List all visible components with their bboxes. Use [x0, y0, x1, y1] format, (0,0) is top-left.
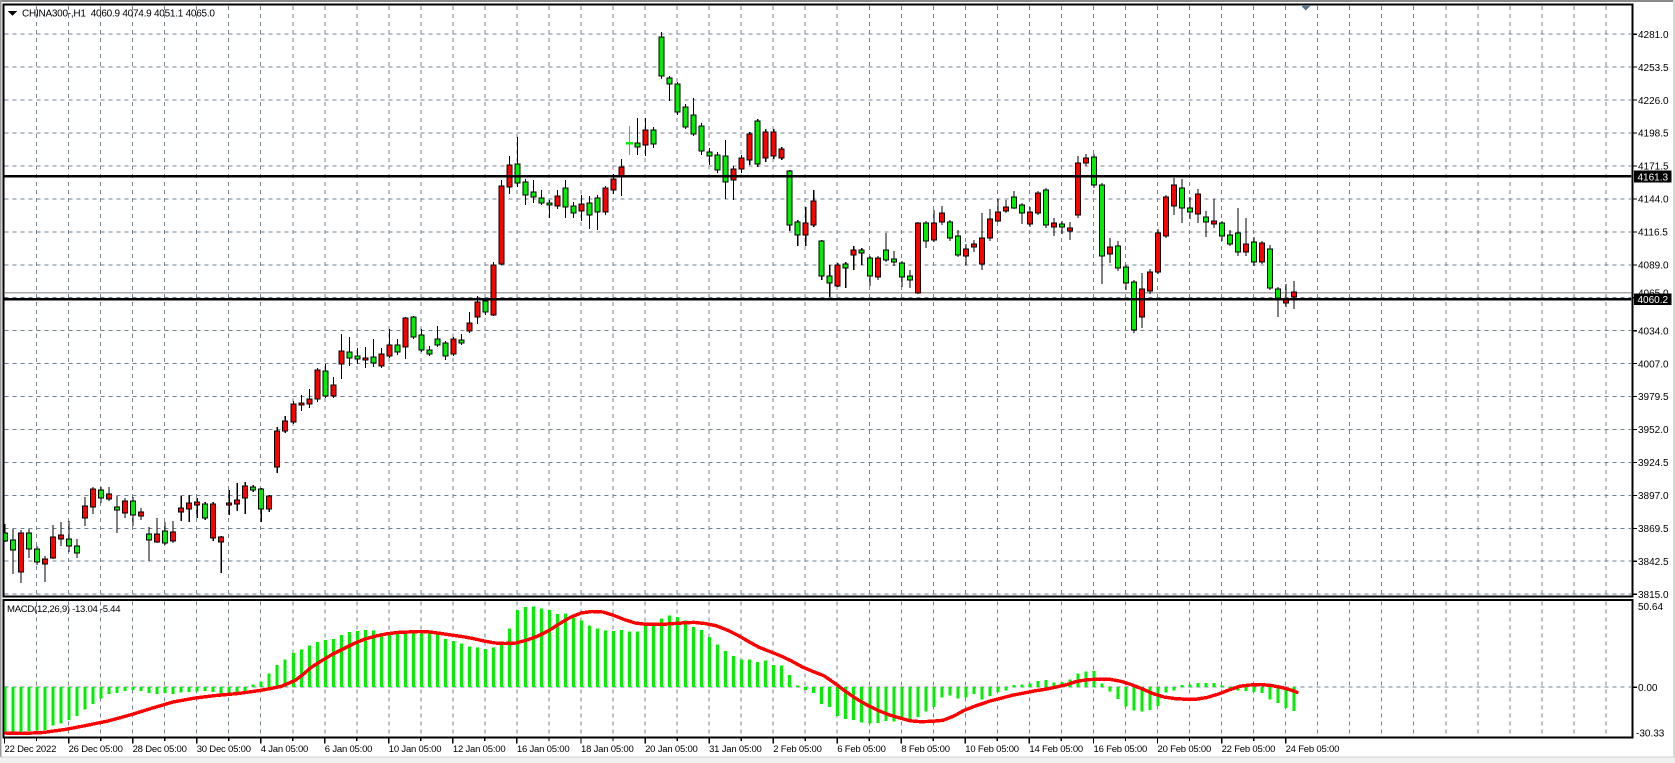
svg-text:28 Dec 05:00: 28 Dec 05:00 [133, 744, 187, 755]
svg-text:4253.5: 4253.5 [1638, 63, 1669, 74]
svg-text:24 Feb 05:00: 24 Feb 05:00 [1286, 744, 1340, 755]
svg-text:6 Jan 05:00: 6 Jan 05:00 [325, 744, 372, 755]
svg-text:12 Jan 05:00: 12 Jan 05:00 [453, 744, 506, 755]
svg-text:-30.33: -30.33 [1636, 729, 1665, 740]
svg-text:4171.5: 4171.5 [1638, 162, 1669, 173]
svg-text:3924.5: 3924.5 [1638, 458, 1669, 469]
svg-text:3869.5: 3869.5 [1638, 524, 1669, 535]
svg-text:20 Jan 05:00: 20 Jan 05:00 [645, 744, 698, 755]
svg-text:CHINA300-,H1 4060.9 4074.9 40: CHINA300-,H1 4060.9 4074.9 4051.1 4065.0 [22, 9, 215, 20]
svg-text:3815.0: 3815.0 [1638, 590, 1669, 601]
svg-text:26 Dec 05:00: 26 Dec 05:00 [69, 744, 123, 755]
svg-text:16 Jan 05:00: 16 Jan 05:00 [517, 744, 570, 755]
svg-text:4060.2: 4060.2 [1638, 295, 1669, 306]
svg-text:20 Feb 05:00: 20 Feb 05:00 [1158, 744, 1212, 755]
svg-text:3979.5: 3979.5 [1638, 392, 1669, 403]
svg-text:4116.5: 4116.5 [1638, 228, 1668, 239]
svg-text:2 Feb 05:00: 2 Feb 05:00 [773, 744, 822, 755]
svg-text:4226.0: 4226.0 [1638, 96, 1669, 107]
svg-text:4161.3: 4161.3 [1638, 172, 1669, 183]
svg-text:30 Dec 05:00: 30 Dec 05:00 [197, 744, 251, 755]
svg-text:18 Jan 05:00: 18 Jan 05:00 [581, 744, 634, 755]
svg-text:22 Dec 2022: 22 Dec 2022 [5, 744, 57, 755]
svg-text:4007.0: 4007.0 [1638, 359, 1669, 370]
svg-text:31 Jan 05:00: 31 Jan 05:00 [709, 744, 762, 755]
svg-text:8 Feb 05:00: 8 Feb 05:00 [901, 744, 950, 755]
svg-text:3842.5: 3842.5 [1638, 557, 1669, 568]
svg-text:4034.0: 4034.0 [1638, 326, 1669, 337]
svg-text:4281.0: 4281.0 [1638, 30, 1669, 41]
svg-text:22 Feb 05:00: 22 Feb 05:00 [1222, 744, 1276, 755]
svg-text:10 Jan 05:00: 10 Jan 05:00 [389, 744, 442, 755]
svg-text:4198.5: 4198.5 [1638, 129, 1669, 140]
svg-text:14 Feb 05:00: 14 Feb 05:00 [1029, 744, 1083, 755]
svg-text:4 Jan 05:00: 4 Jan 05:00 [261, 744, 308, 755]
svg-text:10 Feb 05:00: 10 Feb 05:00 [965, 744, 1019, 755]
svg-text:50.64: 50.64 [1638, 602, 1663, 613]
svg-text:6 Feb 05:00: 6 Feb 05:00 [837, 744, 886, 755]
svg-text:4089.0: 4089.0 [1638, 261, 1669, 272]
svg-text:0.00: 0.00 [1638, 683, 1658, 694]
svg-text:4144.0: 4144.0 [1638, 195, 1669, 206]
svg-text:3897.0: 3897.0 [1638, 491, 1669, 502]
svg-text:16 Feb 05:00: 16 Feb 05:00 [1094, 744, 1148, 755]
svg-text:3952.0: 3952.0 [1638, 425, 1669, 436]
svg-text:MACD(12,26,9) -13.04 -5.44: MACD(12,26,9) -13.04 -5.44 [7, 604, 121, 615]
